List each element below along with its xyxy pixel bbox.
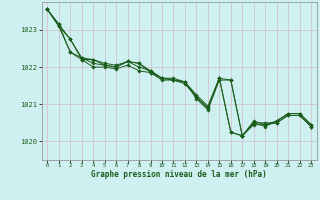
- X-axis label: Graphe pression niveau de la mer (hPa): Graphe pression niveau de la mer (hPa): [91, 170, 267, 179]
